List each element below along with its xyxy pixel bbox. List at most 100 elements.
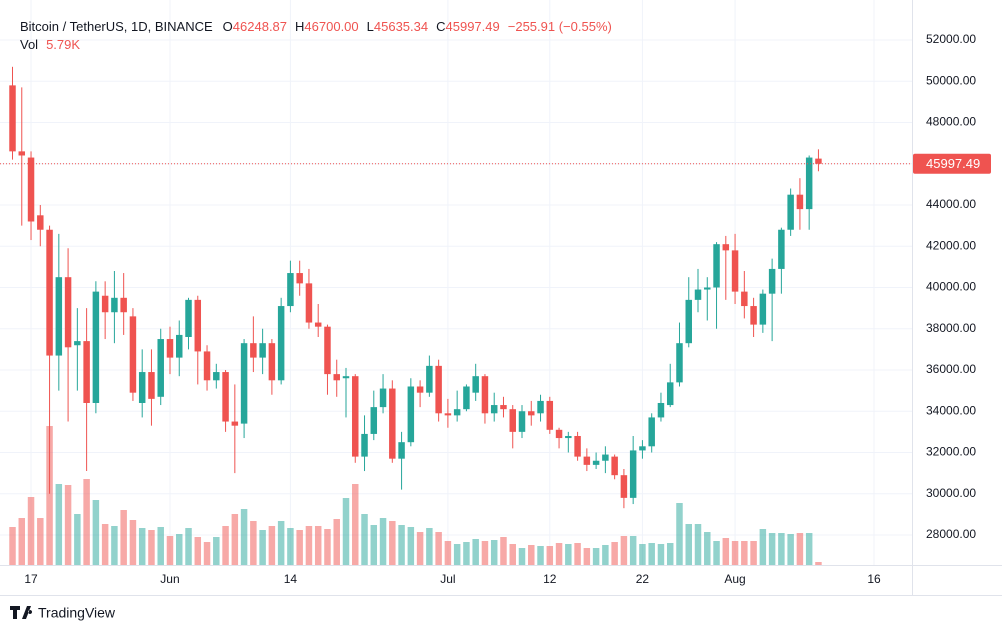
legend-value: 45997.49 — [446, 19, 500, 34]
y-tick-label: 30000.00 — [926, 486, 976, 500]
candle-body — [555, 429, 563, 439]
candle-body — [9, 85, 16, 152]
volume-bar — [101, 524, 109, 565]
candle-body — [157, 339, 164, 397]
volume-bar — [111, 526, 118, 565]
candle-body — [639, 446, 646, 451]
volume-bar — [611, 542, 618, 565]
volume-bar — [750, 541, 757, 565]
volume-bar — [472, 539, 479, 565]
candle-body — [805, 157, 813, 210]
volume-bar — [685, 524, 692, 565]
candle-body — [463, 386, 470, 410]
volume-bar — [722, 538, 730, 565]
volume-bar — [778, 533, 785, 565]
legend-key: O — [223, 19, 233, 34]
volume-bar — [583, 548, 591, 565]
volume-bar — [768, 533, 776, 565]
candle-body — [481, 376, 489, 414]
candle-body — [333, 374, 340, 381]
volume-bar — [565, 544, 572, 565]
candle-body — [620, 475, 628, 498]
volume-bar — [83, 479, 90, 565]
brand-logo[interactable]: TradingView — [10, 605, 116, 621]
volume-pane — [9, 426, 822, 565]
candle-body — [694, 289, 702, 300]
candle-body — [815, 158, 822, 164]
candle-body — [518, 411, 526, 432]
volume-bar — [731, 541, 739, 565]
volume-bar — [713, 541, 720, 565]
candle-body — [305, 283, 313, 323]
volume-bar — [46, 426, 53, 565]
volume-bar — [805, 533, 813, 565]
volume-bar — [453, 544, 461, 565]
legend-key: C — [436, 19, 445, 34]
volume-bar — [629, 536, 637, 565]
candle-body — [361, 433, 368, 457]
candle-body — [352, 376, 359, 457]
candle-body — [27, 157, 35, 222]
y-tick-label: 44000.00 — [926, 197, 976, 211]
candle-body — [370, 407, 378, 434]
volume-bar — [370, 525, 378, 565]
candle-body — [120, 297, 127, 313]
candle-body — [426, 365, 433, 393]
candle-body — [528, 411, 535, 416]
candle-body — [268, 343, 276, 381]
candle-body — [787, 194, 794, 230]
candle-body — [472, 376, 479, 393]
legend-change: −255.91 (−0.55%) — [508, 19, 612, 34]
volume-bar — [416, 532, 424, 565]
volume-bar — [92, 500, 100, 565]
volume-bar — [518, 548, 526, 565]
candle-body — [389, 388, 396, 459]
volume-bar — [463, 542, 470, 565]
volume-bar — [537, 546, 544, 565]
volume-bar — [55, 484, 63, 565]
candle-body — [314, 322, 322, 327]
legend-key: L — [367, 19, 374, 34]
volume-bar — [426, 528, 433, 565]
volume-bar — [815, 562, 822, 565]
x-tick-label: Jul — [440, 572, 455, 586]
candle-body — [46, 229, 53, 356]
legend-title: Bitcoin / TetherUS, 1D, BINANCE — [20, 19, 213, 34]
candle-body — [731, 250, 739, 292]
candle-body — [722, 244, 730, 251]
candle-body — [602, 454, 609, 461]
last-price-box — [913, 153, 991, 174]
volume-bar — [296, 530, 303, 565]
y-tick-label: 52000.00 — [926, 32, 976, 46]
candle-body — [565, 435, 572, 439]
candle-body — [176, 334, 183, 358]
volume-bar — [277, 521, 285, 565]
y-tick-label: 50000.00 — [926, 73, 976, 87]
candle-body — [55, 277, 63, 356]
candle-body — [407, 386, 415, 443]
candle-body — [611, 456, 618, 476]
candle-body — [629, 450, 637, 498]
y-tick-label: 38000.00 — [926, 321, 976, 335]
candle-body — [500, 405, 507, 410]
volume-bar — [694, 524, 702, 565]
volume-bar — [9, 527, 16, 565]
volume-bar — [648, 543, 655, 565]
volume-bar — [528, 545, 535, 565]
candle-body — [416, 386, 424, 393]
legend-value: 45635.34 — [374, 19, 428, 34]
candle-body — [74, 341, 81, 346]
candle-body — [222, 372, 229, 422]
y-tick-label: 42000.00 — [926, 238, 976, 252]
volume-bar — [231, 514, 239, 565]
volume-bar — [555, 543, 563, 565]
candle-body — [583, 456, 591, 465]
candle-body — [129, 316, 137, 393]
volume-bar — [185, 528, 192, 565]
volume-bar — [250, 521, 257, 565]
volume-bar — [27, 497, 35, 565]
volume-legend: Vol 5.79K — [20, 37, 80, 52]
volume-bar — [166, 536, 174, 565]
volume-bar — [574, 543, 581, 565]
volume-bar — [407, 527, 415, 565]
